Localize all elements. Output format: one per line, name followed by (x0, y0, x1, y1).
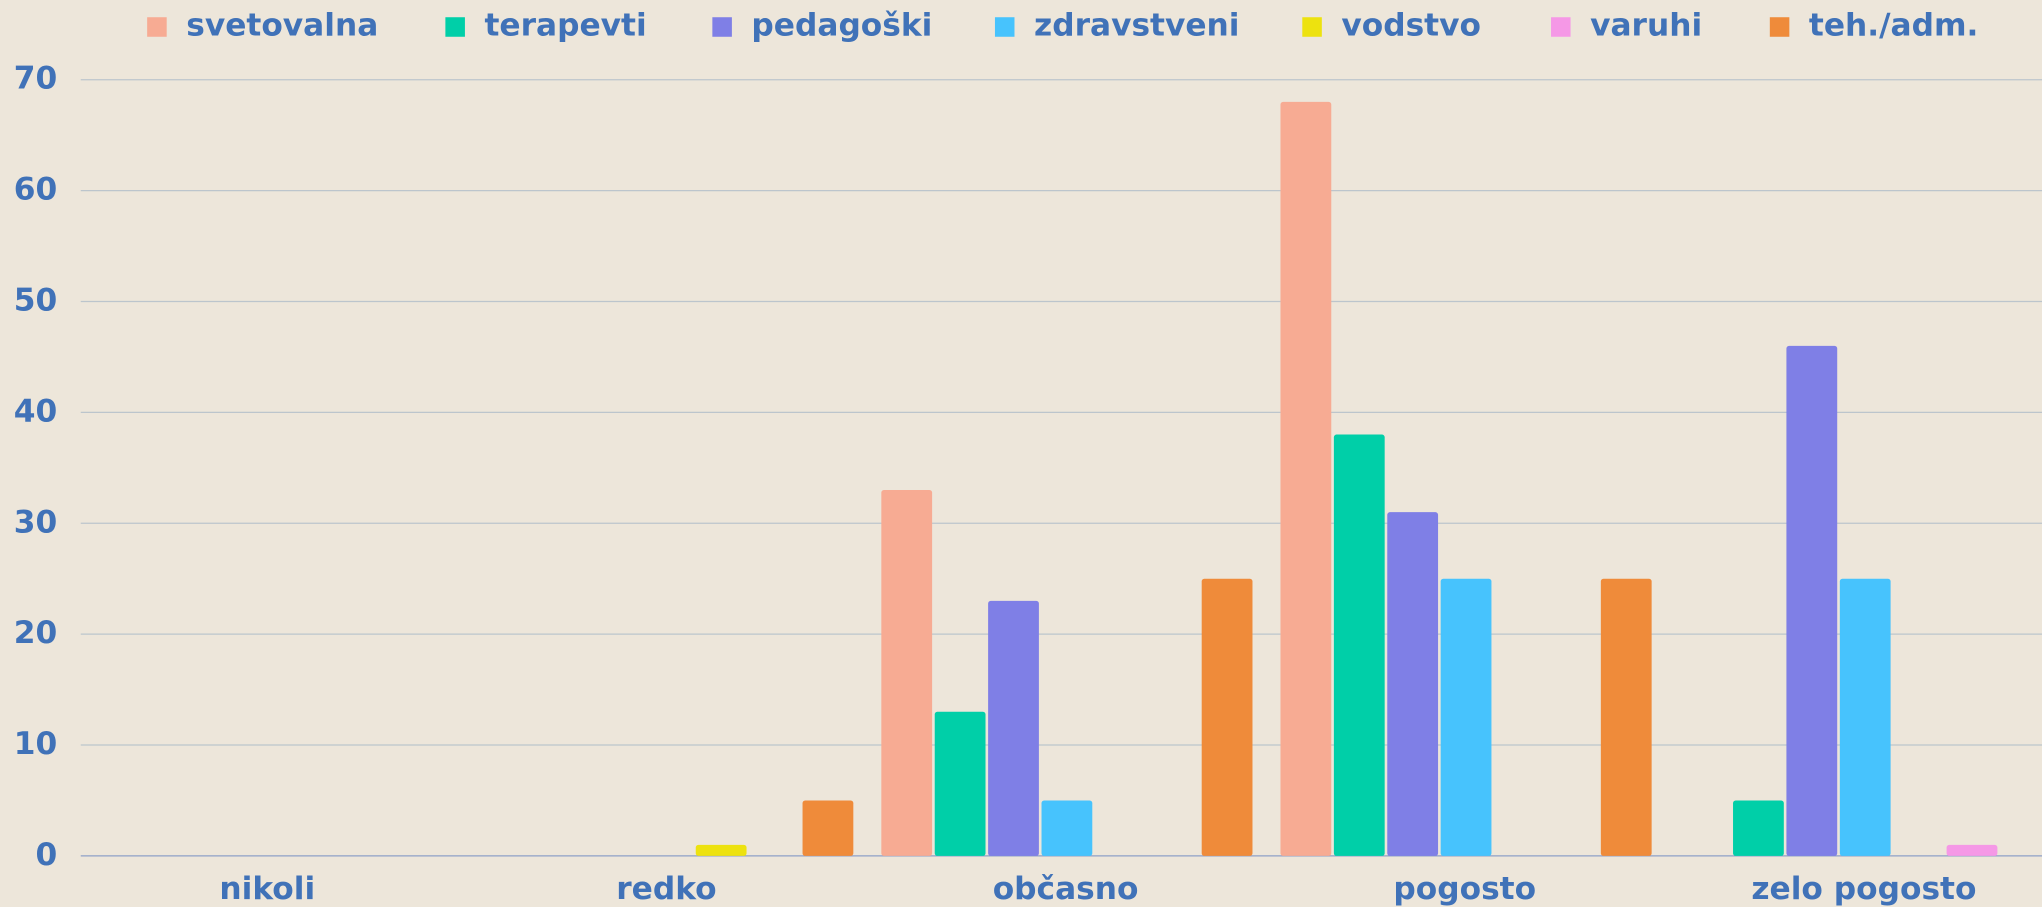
x-tick-label: pogosto (1393, 871, 1536, 907)
legend-marker (1551, 17, 1571, 37)
x-tick-label: redko (616, 871, 716, 907)
x-tick-label: občasno (993, 871, 1139, 907)
bar (1333, 434, 1385, 856)
legend-label: svetovalna (186, 7, 378, 43)
bar (1600, 578, 1652, 856)
bar (1201, 578, 1253, 856)
y-tick-label: 30 (14, 504, 58, 540)
bar (695, 844, 747, 856)
bar (1440, 578, 1492, 856)
legend-label: zdravstveni (1034, 7, 1240, 43)
bar (1839, 578, 1891, 856)
y-tick-label: 0 (36, 837, 58, 873)
legend-label: terapevti (484, 7, 646, 43)
y-tick-label: 40 (14, 393, 58, 429)
legend-label: teh./adm. (1809, 7, 1979, 43)
bar (881, 490, 933, 856)
bar (1280, 101, 1332, 856)
y-tick-label: 60 (14, 172, 58, 208)
y-tick-label: 50 (14, 283, 58, 319)
bar (1733, 800, 1784, 856)
legend-marker (994, 17, 1015, 37)
legend-marker (1769, 17, 1790, 37)
bar (1946, 844, 1998, 856)
legend-marker (147, 17, 167, 37)
bar (988, 600, 1039, 856)
x-tick-label: nikoli (219, 871, 315, 907)
legend-marker (1302, 17, 1322, 37)
legend-label: varuhi (1590, 7, 1702, 43)
bar (1041, 800, 1093, 856)
legend-label: pedagoški (751, 7, 932, 43)
bar (1786, 345, 1838, 856)
bar (802, 800, 854, 856)
bar (1387, 512, 1439, 856)
legend-marker (712, 17, 732, 37)
y-tick-label: 20 (14, 615, 58, 651)
x-tick-label: zelo pogosto (1751, 871, 1976, 907)
y-tick-label: 10 (14, 726, 58, 762)
y-tick-label: 70 (14, 61, 58, 97)
bar (934, 711, 986, 856)
legend-label: vodstvo (1341, 7, 1481, 43)
legend-marker (445, 17, 465, 37)
